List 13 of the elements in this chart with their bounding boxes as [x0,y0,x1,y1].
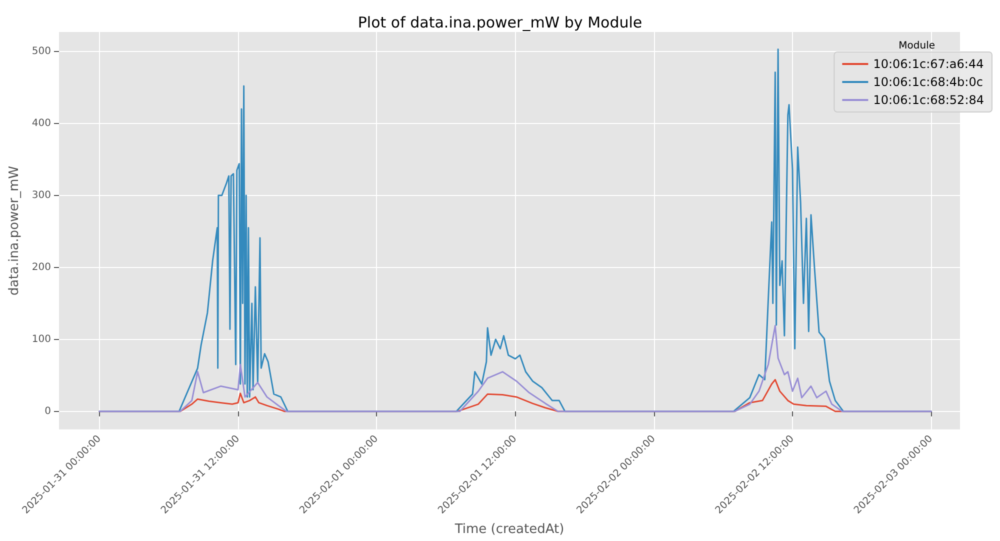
x-axis-title: Time (createdAt) [454,522,564,537]
chart-title: Plot of data.ina.power_mW by Module [358,14,642,32]
y-tick-label: 200 [32,262,51,273]
y-tick-label: 500 [32,46,51,57]
legend-title: Module [898,40,936,52]
legend-label: 10:06:1c:67:a6:44 [873,57,984,71]
y-tick-label: 0 [44,406,51,417]
y-tick-label: 300 [32,190,51,201]
legend-label: 10:06:1c:68:52:84 [873,93,984,107]
y-tick-label: 100 [32,334,51,345]
y-tick-label: 400 [32,118,51,129]
legend-label: 10:06:1c:68:4b:0c [873,75,983,89]
y-axis-title: data.ina.power_mW [7,166,22,296]
